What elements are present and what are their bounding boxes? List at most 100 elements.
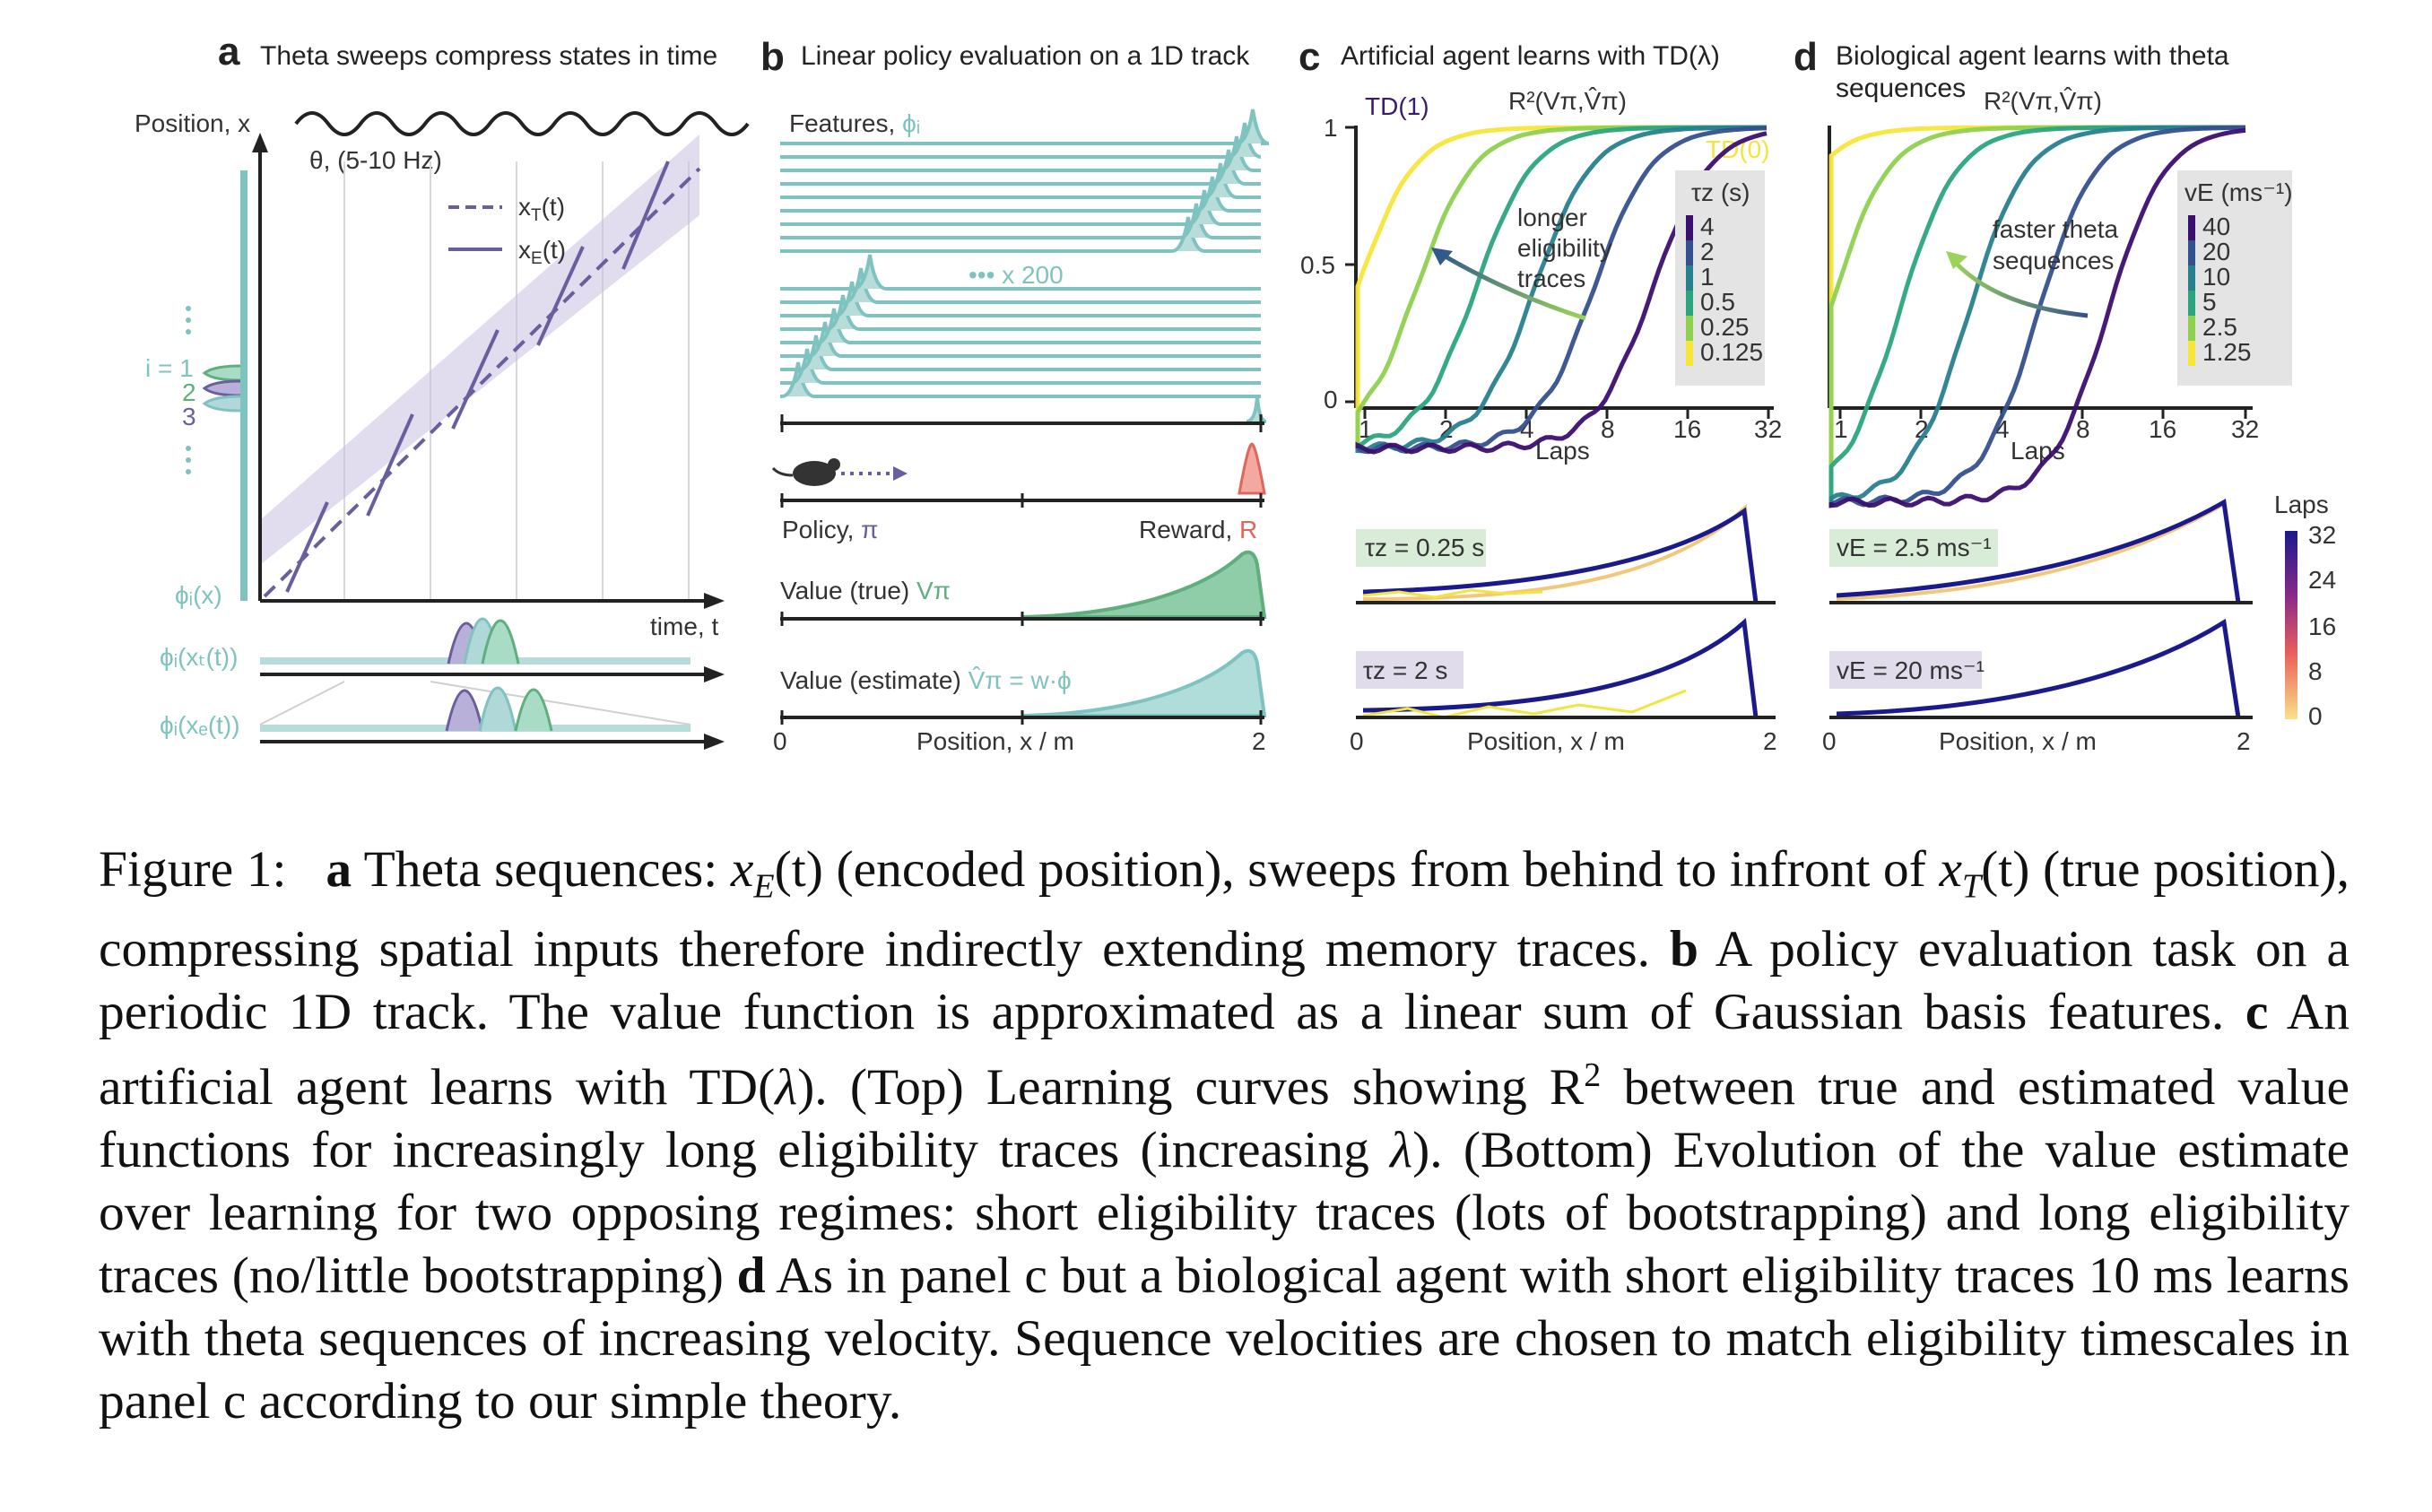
panel-a-x-label: time, t	[650, 613, 718, 640]
caption-c-text4: ). (Bottom) Evolution of the value estim…	[99, 1121, 2350, 1304]
phi-xe-label: ϕᵢ(xₑ(t))	[160, 711, 240, 739]
legend-item: 0.25	[1700, 313, 1750, 341]
panel-d-title-1: Biological agent learns with theta	[1836, 41, 2229, 71]
panel-c-letter: c	[1299, 35, 1320, 79]
panel-d-bottom-x-label: Position, x / m	[1939, 727, 2097, 755]
panel-c-x-ticks	[1363, 408, 1770, 419]
true-position-line	[263, 167, 701, 598]
panel-d-letter: d	[1794, 35, 1818, 79]
feature-line	[780, 203, 1261, 239]
learning-curve	[1355, 126, 1768, 455]
colorbar-tick-32: 32	[2308, 521, 2336, 549]
td1-label: TD(1)	[1365, 92, 1429, 120]
legend-c-title: τz (s)	[1691, 178, 1750, 206]
value-true-axis-ticks	[780, 612, 1263, 626]
panel-d: d Biological agent learns with theta seq…	[1794, 35, 2336, 755]
feature-label-1: i = 1	[145, 354, 194, 382]
learning-curve	[1828, 125, 2245, 502]
panel-c-bottom-x-label: Position, x / m	[1467, 727, 1625, 755]
legend-d-bg	[2177, 170, 2292, 386]
legend-item: 2.5	[2202, 313, 2237, 341]
feature-line	[780, 176, 1261, 213]
snapshot-c2-noisy	[1362, 689, 1687, 719]
legend-swatch	[2188, 265, 2195, 291]
eligibility-arrowhead	[1431, 248, 1453, 265]
colorbar-tick-16: 16	[2308, 613, 2336, 640]
legend-item: 20	[2202, 238, 2230, 265]
legend-item: 0.5	[1700, 288, 1735, 316]
legend-item: 4	[1700, 213, 1715, 240]
theta-speed-arrowhead	[1946, 251, 1967, 269]
caption-c-letter: c	[2245, 983, 2269, 1040]
panel-d-x-tick-8: 8	[2076, 415, 2090, 443]
colorbar-tick-8: 8	[2308, 657, 2323, 685]
caption-a-text2: (encoded position), sweeps from behind t…	[822, 841, 1940, 898]
panel-a-y-label: Position, x	[135, 109, 250, 137]
feature-line	[780, 335, 1261, 371]
legend-swatch	[1686, 240, 1693, 265]
panel-c-y-tick-1: 1	[1324, 114, 1338, 142]
panel-c-y-ticks	[1345, 126, 1356, 404]
box-d1-label: vE = 2.5 ms⁻¹	[1837, 534, 1992, 561]
learning-curves-d	[1828, 125, 2246, 508]
reward-bump	[1238, 442, 1266, 495]
feature-count-label: ••• x 200	[968, 261, 1064, 289]
caption-c-sup: 2	[1584, 1056, 1602, 1094]
learning-curve	[1355, 125, 1767, 454]
annotation-c-2: eligibility	[1517, 234, 1612, 262]
panel-d-bottom-x-tick-2: 2	[2237, 727, 2251, 755]
caption-c-text2: ). (Top) Learning curves showing R	[797, 1058, 1585, 1116]
legend-item: 5	[2202, 288, 2217, 316]
feature-line	[780, 149, 1261, 186]
feature-bump-1	[202, 364, 241, 382]
panel-c: c Artificial agent learns with TD(λ) TD(…	[1299, 35, 1782, 755]
value-estimate-axis-ticks	[780, 710, 1263, 725]
feature-bump-3	[202, 395, 241, 413]
policy-axis-ticks	[780, 493, 1263, 508]
theta-oscillation	[294, 111, 750, 136]
annotation-c-1: longer	[1517, 204, 1587, 231]
legend-item: 40	[2202, 213, 2230, 240]
feature-line	[780, 135, 1261, 172]
legend-swatch	[2188, 215, 2195, 240]
legend-swatch	[2188, 316, 2195, 341]
theta-speed-arrow	[1951, 258, 2089, 318]
annotation-c-3: traces	[1517, 265, 1585, 292]
caption-b-letter: b	[1669, 920, 1698, 978]
caption-a-math1: xE(t)	[730, 841, 823, 906]
legend-item: 10	[2202, 263, 2230, 291]
feature-bump-2	[202, 379, 241, 397]
phi-xt-arrow	[704, 666, 725, 682]
caption-a-text3: (true position), compressing spatial inp…	[99, 841, 2350, 978]
theta-label: θ, (5-10 Hz)	[309, 146, 442, 174]
phi-xt-bump-3	[481, 619, 520, 665]
panel-a-title: Theta sweeps compress states in time	[260, 41, 717, 71]
feature-line	[780, 216, 1261, 253]
annotation-d-1: faster theta	[1993, 215, 2119, 243]
panel-c-r2-label: R²(Vπ,V̂π)	[1508, 87, 1627, 115]
value-estimate-curve	[1021, 648, 1267, 717]
panel-c-x-tick-8: 8	[1601, 415, 1615, 443]
legend-swatch	[2188, 240, 2195, 265]
feature-line-edge	[1246, 395, 1267, 423]
panel-d-x-tick-16: 16	[2149, 415, 2176, 443]
features-label: Features, ϕᵢ	[789, 109, 920, 137]
feature-lines	[780, 109, 1270, 423]
legend-swatch	[1686, 341, 1693, 366]
legend-swatch	[1686, 316, 1693, 341]
panel-c-bottom-x-tick-2: 2	[1763, 727, 1777, 755]
colorbar-tick-24: 24	[2308, 566, 2336, 594]
feature-line	[780, 294, 1261, 331]
panel-d-bottom-x-tick-0: 0	[1822, 727, 1837, 755]
colorbar-tick-0: 0	[2308, 702, 2323, 730]
reward-label: Reward, R	[1139, 516, 1257, 543]
learning-curves-c	[1355, 125, 1768, 455]
feature-line	[780, 321, 1261, 358]
legend-swatch	[1686, 215, 1693, 240]
feature-line	[780, 308, 1261, 344]
caption-c-lambda: λ	[775, 1058, 798, 1116]
caption-fig-label: Figure 1:	[99, 841, 287, 898]
box-c2	[1356, 651, 1464, 689]
caption-d-letter: d	[736, 1247, 766, 1304]
legend-swatch	[2188, 341, 2195, 366]
